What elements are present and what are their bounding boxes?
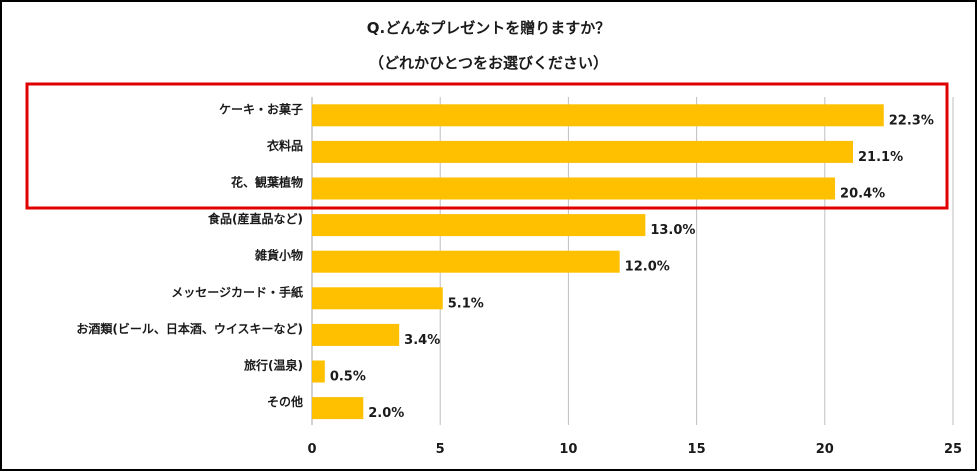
category-label: 花、観葉植物 <box>231 175 303 190</box>
data-label: 3.4% <box>404 333 440 348</box>
chart-subtitle: （どれかひとつをお選びください） <box>369 54 608 72</box>
x-tick-label: 25 <box>944 442 962 457</box>
bar <box>312 360 325 383</box>
data-label: 22.3% <box>889 113 934 128</box>
data-label: 13.0% <box>650 223 695 238</box>
category-label: メッセージカード・手紙 <box>171 284 303 299</box>
category-label: 旅行(温泉) <box>244 358 303 373</box>
category-label: 衣料品 <box>267 138 303 153</box>
bar <box>312 140 854 163</box>
x-tick-label: 0 <box>307 442 316 457</box>
data-label: 0.5% <box>330 370 366 385</box>
x-tick-label: 10 <box>559 442 577 457</box>
data-label: 20.4% <box>840 187 885 202</box>
x-tick-label: 5 <box>436 442 445 457</box>
bar <box>312 214 646 237</box>
data-label: 2.0% <box>368 406 404 421</box>
bar <box>312 104 884 127</box>
category-label: お酒類(ビール、日本酒、ウイスキーなど) <box>76 321 303 336</box>
category-label: ケーキ・お菓子 <box>219 101 303 116</box>
category-label: 食品(産直品など) <box>207 211 303 226</box>
x-tick-label: 15 <box>688 442 706 457</box>
data-label: 12.0% <box>625 260 670 275</box>
x-tick-label: 20 <box>816 442 834 457</box>
category-label: その他 <box>267 394 303 409</box>
bar <box>312 287 443 310</box>
bar <box>312 323 400 346</box>
data-label: 5.1% <box>448 296 484 311</box>
bar <box>312 177 836 200</box>
bar <box>312 250 620 273</box>
data-label: 21.1% <box>858 150 903 165</box>
bar <box>312 397 364 420</box>
category-label: 雑貨小物 <box>254 248 303 263</box>
chart-title: Q.どんなプレゼントを贈りますか？ <box>366 19 611 37</box>
highlight-box <box>25 82 949 210</box>
